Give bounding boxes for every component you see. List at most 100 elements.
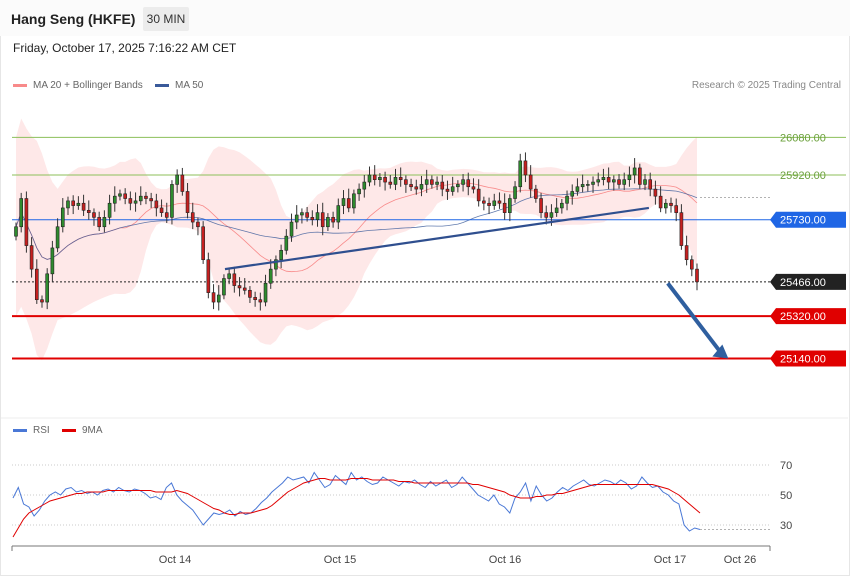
- x-tick-label: Oct 14: [159, 554, 191, 566]
- candle-body: [440, 181, 445, 190]
- candle-body: [466, 179, 471, 188]
- candle-body: [138, 195, 143, 202]
- legend-rsi: RSI: [13, 425, 50, 436]
- candle-body: [50, 247, 55, 275]
- candle-body: [622, 179, 627, 185]
- candle-body: [258, 299, 263, 303]
- timeframe-button[interactable]: 30 MIN: [143, 7, 189, 31]
- candle-body: [268, 268, 273, 284]
- candle-body: [424, 179, 429, 185]
- candle-body: [674, 205, 679, 213]
- candle-body: [263, 282, 268, 303]
- candle-body: [648, 179, 653, 190]
- candle-body: [341, 198, 346, 206]
- candle-body: [653, 188, 658, 197]
- legend-rsi-label: RSI: [33, 425, 50, 436]
- candle-body: [97, 217, 101, 228]
- report-datetime: Friday, October 17, 2025 7:16:22 AM CET: [13, 41, 237, 55]
- research-credit: Research © 2025 Trading Central: [691, 80, 841, 91]
- candle-body: [242, 287, 247, 291]
- candle-body: [560, 202, 564, 209]
- candle-body: [227, 273, 231, 279]
- candle-body: [352, 193, 356, 209]
- candle-body: [367, 174, 372, 183]
- candle-body: [274, 259, 278, 270]
- candle-body: [211, 292, 216, 303]
- rsi-ma-line: [12, 478, 701, 538]
- rsi-tick-label: 50: [780, 490, 792, 502]
- ma50-line: [15, 188, 698, 260]
- candle-body: [60, 207, 65, 228]
- ma9-swatch: [62, 429, 76, 432]
- candle-body: [118, 193, 122, 197]
- candle-body: [528, 174, 533, 190]
- ma20-line: [15, 182, 698, 273]
- candle-body: [14, 226, 18, 237]
- candle-body: [128, 198, 133, 204]
- ma50-swatch: [155, 84, 169, 87]
- level-tag-support: [770, 350, 846, 367]
- candle-body: [534, 188, 538, 199]
- candle-body: [679, 212, 684, 246]
- candle-body: [310, 217, 315, 221]
- candle-body: [544, 212, 549, 218]
- rsi-tick-label: 30: [780, 520, 792, 532]
- candle-body: [55, 226, 60, 249]
- candle-body: [404, 179, 408, 185]
- candle-body: [175, 174, 179, 185]
- candle-body: [601, 177, 606, 181]
- candle-body: [508, 198, 512, 213]
- candle-body: [185, 191, 190, 213]
- candle-body: [315, 212, 320, 221]
- level-tag-last: [770, 273, 846, 290]
- legend-ma50: MA 50: [155, 80, 203, 91]
- candle-body: [216, 294, 221, 303]
- candle-body: [409, 184, 413, 188]
- candle-body: [643, 179, 647, 185]
- candle-body: [149, 198, 153, 202]
- x-tick-label: Oct 16: [489, 554, 521, 566]
- candle-body: [445, 188, 450, 192]
- rsi-line: [12, 471, 701, 532]
- candle-body: [461, 179, 465, 185]
- candle-body: [284, 235, 289, 251]
- candle-body: [419, 184, 424, 190]
- candle-body: [76, 202, 81, 206]
- rsi-swatch: [13, 429, 27, 432]
- candle-body: [456, 184, 460, 188]
- candle-body: [476, 188, 481, 202]
- candle-body: [539, 198, 543, 213]
- candle-body: [133, 200, 138, 204]
- candle-body: [24, 198, 29, 246]
- header-bar: [0, 0, 850, 36]
- candle-body: [554, 207, 559, 213]
- candle-body: [206, 259, 211, 293]
- rsi-tick-label: 70: [780, 460, 792, 472]
- candle-body: [430, 179, 434, 185]
- candle-body: [502, 202, 507, 213]
- candle-body: [482, 200, 486, 204]
- candle-body: [398, 177, 403, 181]
- candle-body: [580, 184, 585, 188]
- candle-body: [320, 212, 325, 228]
- candle-body: [71, 200, 75, 206]
- candle-body: [331, 217, 335, 223]
- level-tag-support: [770, 308, 846, 325]
- candle-body: [66, 200, 70, 209]
- candle-body: [664, 202, 668, 209]
- candle-body: [300, 212, 304, 216]
- candle-body: [40, 299, 44, 303]
- candle-body: [170, 184, 174, 218]
- level-label-last: 25466.00: [780, 277, 826, 289]
- legend-ma50-label: MA 50: [175, 80, 204, 91]
- candle-body: [435, 181, 439, 185]
- candle-body: [336, 205, 341, 223]
- candle-body: [591, 181, 595, 185]
- candle-body: [372, 174, 377, 181]
- candle-body: [164, 212, 169, 218]
- legend-ma20: MA 20 + Bollinger Bands: [13, 80, 143, 91]
- candle-body: [237, 285, 242, 289]
- candle-body: [565, 195, 569, 204]
- candle-body: [627, 174, 632, 181]
